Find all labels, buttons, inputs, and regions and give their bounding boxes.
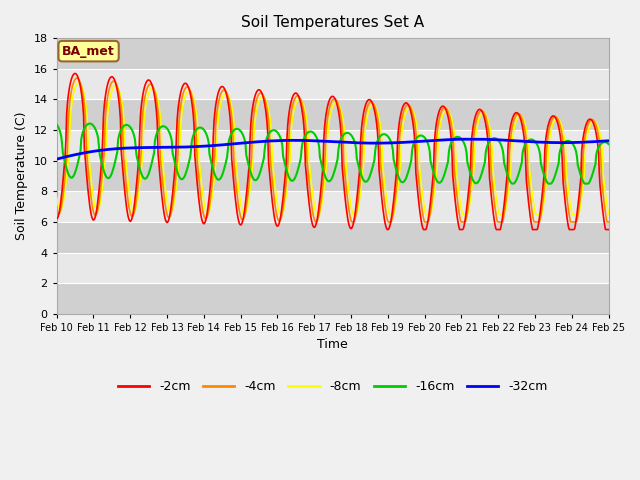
Bar: [57, 161, 609, 192]
Bar: [57, 192, 609, 222]
X-axis label: Time: Time: [317, 338, 348, 351]
Bar: [57, 130, 609, 161]
Title: Soil Temperatures Set A: Soil Temperatures Set A: [241, 15, 424, 30]
Bar: [57, 252, 609, 283]
Bar: [57, 222, 609, 252]
Bar: [57, 99, 609, 130]
Bar: [57, 283, 609, 314]
Bar: [57, 69, 609, 99]
Y-axis label: Soil Temperature (C): Soil Temperature (C): [15, 112, 28, 240]
Bar: [57, 38, 609, 69]
Text: BA_met: BA_met: [62, 45, 115, 58]
Legend: -2cm, -4cm, -8cm, -16cm, -32cm: -2cm, -4cm, -8cm, -16cm, -32cm: [113, 375, 552, 398]
